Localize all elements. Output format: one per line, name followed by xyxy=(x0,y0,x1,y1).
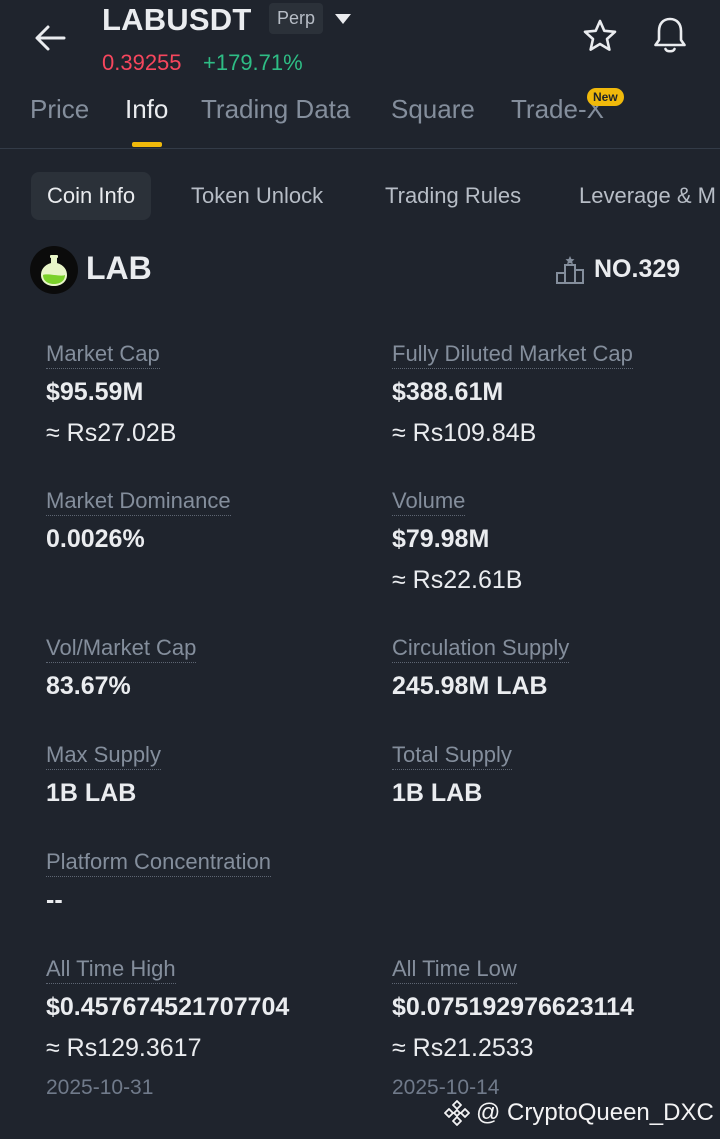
metric-market-cap: Market Cap $95.59M ≈ Rs27.02B xyxy=(46,341,176,448)
subtab-coin-info[interactable]: Coin Info xyxy=(31,172,152,220)
tab-square[interactable]: Square xyxy=(391,94,475,124)
metric-value: 0.0026% xyxy=(46,525,145,553)
metric-circulation-supply: Circulation Supply 245.98M LAB xyxy=(392,635,570,701)
coin-name: LAB xyxy=(86,250,152,286)
metric-converted: ≈ Rs22.61B xyxy=(392,566,523,594)
watermark: @ CryptoQueen_DXC xyxy=(442,1098,714,1128)
metric-all-time-low: All Time Low $0.075192976623114 ≈ Rs21.2… xyxy=(392,956,634,1100)
metric-value: $79.98M xyxy=(392,525,490,553)
metric-label[interactable]: Circulation Supply xyxy=(392,635,570,663)
metric-label[interactable]: Vol/Market Cap xyxy=(46,635,197,663)
metric-value: $0.075192976623114 xyxy=(392,993,634,1021)
metric-date: 2025-10-14 xyxy=(392,1076,500,1099)
back-arrow-icon xyxy=(35,25,66,51)
metric-label[interactable]: Max Supply xyxy=(46,742,161,770)
metric-converted: ≈ Rs21.2533 xyxy=(392,1034,534,1062)
metric-value: $388.61M xyxy=(392,378,504,406)
perp-badge: Perp xyxy=(269,3,324,34)
metric-fully-diluted-market-cap: Fully Diluted Market Cap $388.61M ≈ Rs10… xyxy=(392,341,633,448)
metric-value: 245.98M LAB xyxy=(392,672,548,700)
bell-icon xyxy=(654,17,686,53)
metric-max-supply: Max Supply 1B LAB xyxy=(46,742,161,808)
subtab-token-unlock[interactable]: Token Unlock xyxy=(191,183,324,208)
pair-symbol[interactable]: LABUSDT xyxy=(102,2,252,37)
symbol-dropdown[interactable] xyxy=(332,10,354,28)
metric-label[interactable]: All Time Low xyxy=(392,956,517,984)
metric-value: 83.67% xyxy=(46,672,131,700)
binance-logo-icon xyxy=(444,1100,470,1126)
new-badge: New xyxy=(587,88,624,106)
back-button[interactable] xyxy=(28,18,72,58)
metric-label[interactable]: Fully Diluted Market Cap xyxy=(392,341,633,369)
subtab-leverage[interactable]: Leverage & M xyxy=(579,183,716,208)
ranking-podium-icon xyxy=(556,256,584,284)
coin-rank: NO.329 xyxy=(594,255,681,283)
chevron-down-icon xyxy=(335,14,351,24)
metric-label[interactable]: Platform Concentration xyxy=(46,849,271,877)
metric-label[interactable]: Market Cap xyxy=(46,341,160,369)
tab-price[interactable]: Price xyxy=(30,94,90,124)
metric-total-supply: Total Supply 1B LAB xyxy=(392,742,512,808)
metric-converted: ≈ Rs109.84B xyxy=(392,419,537,447)
price-change: +179.71% xyxy=(203,50,303,75)
metric-vol-market-cap: Vol/Market Cap 83.67% xyxy=(46,635,197,701)
last-price: 0.39255 xyxy=(102,50,182,75)
metric-all-time-high: All Time High $0.457674521707704 ≈ Rs129… xyxy=(46,956,289,1100)
metric-label[interactable]: Market Dominance xyxy=(46,488,231,516)
active-tab-indicator xyxy=(132,142,162,147)
metric-value: 1B LAB xyxy=(46,779,137,807)
metric-label[interactable]: Total Supply xyxy=(392,742,512,770)
watermark-text: @ CryptoQueen_DXC xyxy=(476,1099,714,1126)
metric-value: 1B LAB xyxy=(392,779,483,807)
metric-date: 2025-10-31 xyxy=(46,1076,154,1099)
favorite-button[interactable] xyxy=(580,16,620,56)
tab-info[interactable]: Info xyxy=(125,94,169,124)
metric-market-dominance: Market Dominance 0.0026% xyxy=(46,488,231,554)
metric-volume: Volume $79.98M ≈ Rs22.61B xyxy=(392,488,522,595)
metric-converted: ≈ Rs129.3617 xyxy=(46,1034,202,1062)
metric-label[interactable]: Volume xyxy=(392,488,466,516)
metric-value: $0.457674521707704 xyxy=(46,993,290,1021)
metric-platform-concentration: Platform Concentration -- xyxy=(46,849,271,915)
coin-logo-icon xyxy=(30,246,78,294)
metric-converted: ≈ Rs27.02B xyxy=(46,419,177,447)
tab-trading-data[interactable]: Trading Data xyxy=(201,94,351,124)
tabs-divider xyxy=(0,148,720,149)
metric-value: $95.59M xyxy=(46,378,144,406)
metric-label[interactable]: All Time High xyxy=(46,956,176,984)
star-icon xyxy=(583,19,617,51)
subtab-trading-rules[interactable]: Trading Rules xyxy=(385,183,522,208)
metric-value: -- xyxy=(46,886,63,914)
notification-button[interactable] xyxy=(650,14,690,56)
